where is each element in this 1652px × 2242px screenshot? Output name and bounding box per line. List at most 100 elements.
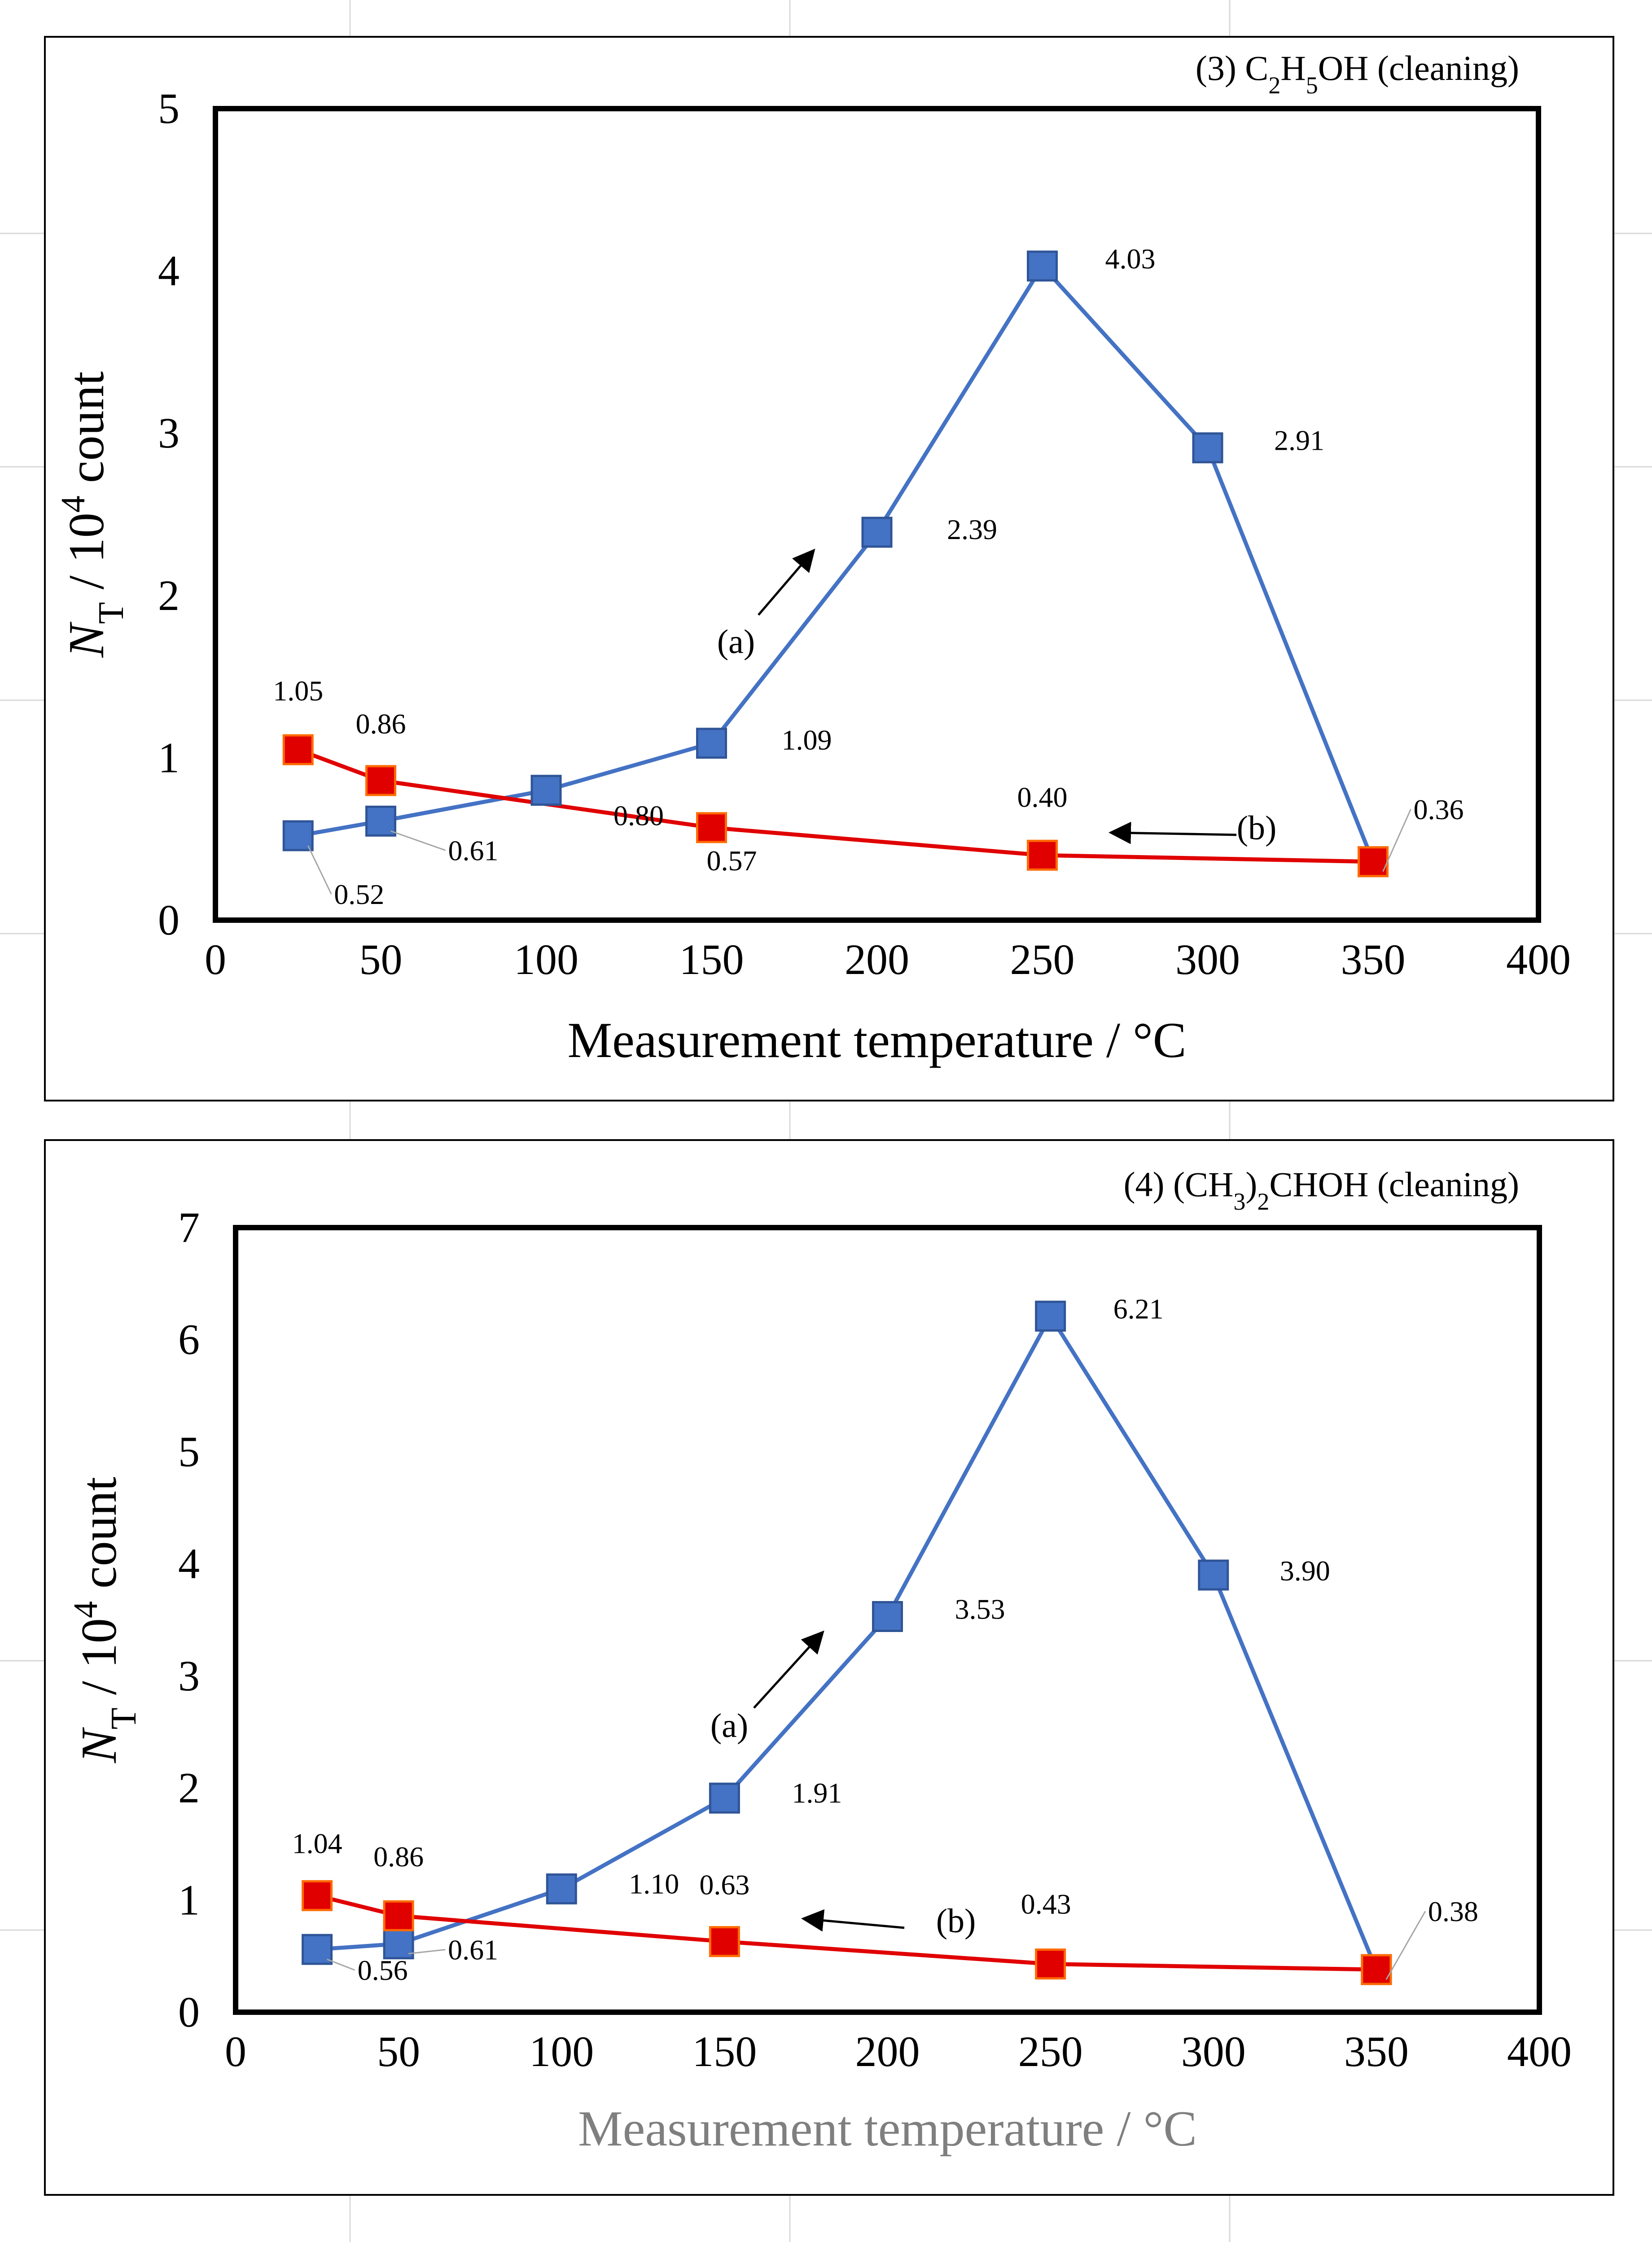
y-tick-label: 3 <box>178 1652 200 1700</box>
data-label-a: 1.09 <box>782 724 832 756</box>
plot-frame <box>233 1225 1542 2015</box>
x-tick-label: 350 <box>1344 2027 1409 2075</box>
series-a-marker <box>383 1928 414 1960</box>
y-tick-label: 0 <box>158 896 180 944</box>
data-label-b: 0.86 <box>373 1841 424 1873</box>
leader-line <box>1382 809 1411 872</box>
y-label-part: count <box>59 371 114 496</box>
x-tick-label: 200 <box>845 935 909 983</box>
chart-title: (4) (CH3)2CHOH (cleaning) <box>1124 1165 1519 1215</box>
y-tick-label: 1 <box>178 1876 200 1924</box>
leader-line <box>408 1949 446 1955</box>
title-text: (4) (CH <box>1124 1165 1234 1204</box>
data-label-b: 1.05 <box>273 675 323 706</box>
y-tick-label: 5 <box>158 84 180 132</box>
annotation-a: (a) <box>710 1707 748 1745</box>
y-tick-label: 3 <box>158 409 180 457</box>
y-label-part: T <box>104 1707 144 1729</box>
series-b-marker <box>282 734 314 765</box>
data-label-b: 0.40 <box>1017 781 1068 813</box>
data-label-a: 2.39 <box>947 513 997 545</box>
series-b-marker <box>1358 846 1389 877</box>
data-label-a: 1.10 <box>629 1868 679 1900</box>
data-label-a: 0.80 <box>613 800 664 832</box>
y-label-part: T <box>92 602 131 624</box>
title-text: ) <box>1245 1165 1257 1204</box>
series-b-marker <box>302 1880 333 1911</box>
y-label-part: N <box>59 622 114 658</box>
series-a-marker <box>282 820 314 851</box>
data-label-a: 3.90 <box>1280 1555 1330 1587</box>
series-b-marker <box>696 812 727 843</box>
data-label-a: 0.36 <box>1414 794 1464 825</box>
x-tick-label: 100 <box>514 935 578 983</box>
series-a-line <box>317 1314 1379 1970</box>
y-tick-label: 2 <box>158 571 180 619</box>
data-label-a: 6.21 <box>1113 1293 1164 1325</box>
series-a-marker <box>1035 1300 1066 1332</box>
series-a-marker <box>1192 432 1223 464</box>
annotation-b-arrow <box>801 1909 905 1932</box>
series-a-marker <box>1027 250 1058 282</box>
y-label-part: count <box>71 1477 127 1601</box>
chart-area-border <box>44 1139 1614 2196</box>
x-tick-label: 0 <box>205 935 226 983</box>
y-label-part: 4 <box>54 496 92 513</box>
title-subscript: 2 <box>1257 1188 1269 1215</box>
data-label-a: 3.53 <box>955 1593 1005 1625</box>
series-a-marker <box>709 1782 740 1814</box>
chart-title: (3) C2H5OH (cleaning) <box>1196 48 1519 99</box>
series-a-marker <box>1198 1559 1229 1591</box>
series-a-marker <box>546 1873 577 1904</box>
x-tick-label: 300 <box>1181 2027 1246 2075</box>
data-label-a: 0.38 <box>1428 1895 1478 1927</box>
x-tick-label: 400 <box>1506 935 1571 983</box>
x-axis-label: Measurement temperature / °C <box>568 1013 1187 1068</box>
data-label-b: 1.04 <box>292 1827 342 1859</box>
y-tick-label: 7 <box>178 1203 200 1251</box>
annotation-a-arrow <box>753 1630 824 1709</box>
chart-area-border <box>44 36 1614 1101</box>
series-b-marker <box>383 1900 414 1931</box>
data-label-b: 0.63 <box>699 1869 749 1901</box>
x-tick-label: 350 <box>1341 935 1406 983</box>
title-subscript: 2 <box>1268 72 1280 99</box>
title-subscript: 3 <box>1233 1188 1245 1215</box>
series-a-marker <box>861 517 893 548</box>
series-b-marker <box>709 1926 740 1957</box>
x-tick-label: 50 <box>359 935 403 983</box>
plot-frame <box>213 106 1541 923</box>
chart-c2h5oh: (3) C2H5OH (cleaning)0 50 100 150 200 250 300 3… <box>44 36 1614 1101</box>
title-text: CHOH (cleaning) <box>1269 1165 1519 1204</box>
data-label-a: 0.61 <box>448 1934 498 1966</box>
x-tick-label: 400 <box>1507 2027 1572 2075</box>
data-label-b: 0.43 <box>1021 1888 1071 1920</box>
series-b-marker <box>1361 1954 1392 1985</box>
y-tick-label: 6 <box>178 1316 200 1364</box>
data-label-a: 2.91 <box>1274 425 1324 456</box>
x-axis-label: Measurement temperature / °C <box>578 2101 1197 2157</box>
y-label-part: N <box>71 1727 127 1764</box>
series-a-marker <box>365 805 396 837</box>
y-axis-label: NT / 104 count <box>67 1477 144 1764</box>
y-tick-label: 4 <box>178 1540 200 1588</box>
x-tick-label: 100 <box>529 2027 594 2075</box>
x-tick-label: 150 <box>679 935 744 983</box>
x-tick-label: 150 <box>692 2027 757 2075</box>
y-tick-label: 0 <box>178 1988 200 2036</box>
series-a-line <box>298 264 1375 863</box>
data-label-a: 0.56 <box>358 1954 408 1986</box>
y-axis-label: NT / 104 count <box>54 371 131 658</box>
title-text: H <box>1280 48 1306 88</box>
y-tick-label: 2 <box>178 1764 200 1812</box>
data-label-b: 0.86 <box>356 708 406 740</box>
annotation-b: (b) <box>1237 809 1277 847</box>
data-label-a: 0.52 <box>334 878 384 910</box>
data-label-b: 0.57 <box>707 845 757 877</box>
data-label-a: 4.03 <box>1105 243 1156 275</box>
series-a-marker <box>530 775 562 806</box>
leader-line <box>307 845 332 895</box>
leader-line <box>327 1958 355 1971</box>
annotation-b-arrow <box>1109 821 1237 844</box>
leader-line <box>1385 1911 1426 1980</box>
